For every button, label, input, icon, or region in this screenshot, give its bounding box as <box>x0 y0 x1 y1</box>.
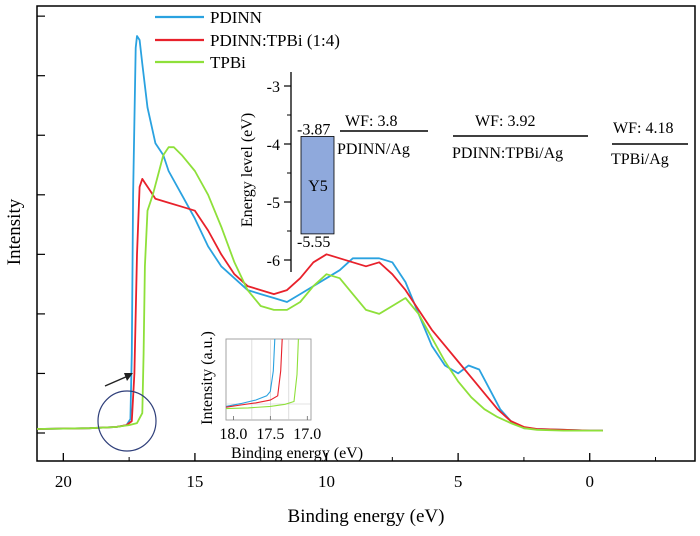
energy-level-diagram: -3 -4 -5 -6 Energy level (eV) Y5 -3.87 -5.5… <box>239 72 688 272</box>
zoom-x-axis-title: Binding energy (eV) <box>231 445 363 462</box>
series-group <box>36 35 603 432</box>
series-line-pdinn <box>36 35 603 432</box>
zoom-series-line-0 <box>225 338 276 407</box>
y5-homo-label: -5.55 <box>297 234 330 251</box>
x-tick-label-20: 20 <box>55 472 72 491</box>
x-tick-label-5: 5 <box>454 472 463 491</box>
zoom-y-axis-title: Intensity (a.u.) <box>199 331 216 425</box>
y-axis-title: Intensity <box>4 198 25 265</box>
wf-sample-tpbi: TPBi/Ag <box>611 151 669 168</box>
zoom-series-line-1 <box>225 338 283 408</box>
y5-label: Y5 <box>308 178 328 195</box>
zoom-x-axis: 18.0 17.5 17.0 <box>219 416 321 443</box>
legend: PDINN PDINN:TPBi (1:4) TPBi <box>155 8 340 72</box>
y5-box <box>300 136 335 235</box>
wf-label-pdinn-tpbi: WF: 3.92 <box>475 113 535 130</box>
energy-tick-label-3: -3 <box>267 79 280 96</box>
energy-axis-title: Energy level (eV) <box>239 113 256 227</box>
energy-tick-label-5: -5 <box>267 195 280 212</box>
onset-highlight-circle <box>97 390 157 452</box>
zoom-series-line-2 <box>225 338 299 410</box>
plot-frame <box>36 5 696 462</box>
energy-tick-label-4: -4 <box>267 137 280 154</box>
y-axis <box>37 15 45 434</box>
zoom-x-tick-label-17-0: 17.0 <box>293 426 321 443</box>
series-line-tpbi <box>36 146 603 432</box>
onset-arrow-shaft <box>104 375 129 387</box>
x-axis: 20 15 10 5 0 <box>55 453 657 491</box>
onset-arrow-head <box>124 373 133 381</box>
x-axis-title: Binding energy (eV) <box>288 506 445 527</box>
energy-tick-label-6: -6 <box>267 253 280 270</box>
legend-label-tpbi: TPBi <box>210 53 246 72</box>
legend-label-pdinn: PDINN <box>210 8 262 27</box>
zoom-series-group <box>225 338 299 410</box>
x-tick-label-10: 10 <box>318 472 335 491</box>
wf-label-tpbi: WF: 4.18 <box>613 120 673 137</box>
y5-lumo-label: -3.87 <box>297 121 330 138</box>
zoom-x-tick-label-18-0: 18.0 <box>219 426 247 443</box>
x-tick-label-0: 0 <box>585 472 594 491</box>
x-tick-label-15: 15 <box>186 472 203 491</box>
series-line-pdinn-tpbi-1-4 <box>36 178 603 432</box>
wf-sample-pdinn: PDINN/Ag <box>337 141 410 158</box>
wf-sample-pdinn-tpbi: PDINN:TPBi/Ag <box>452 145 563 162</box>
wf-label-pdinn: WF: 3.8 <box>345 113 397 130</box>
legend-label-pdinn-tpbi: PDINN:TPBi (1:4) <box>210 31 340 50</box>
zoom-x-tick-label-17-5: 17.5 <box>256 426 284 443</box>
zoom-inset: 18.0 17.5 17.0 Intensity (a.u.) Binding en… <box>199 331 363 462</box>
energy-y-axis: -3 -4 -5 -6 <box>267 79 291 270</box>
